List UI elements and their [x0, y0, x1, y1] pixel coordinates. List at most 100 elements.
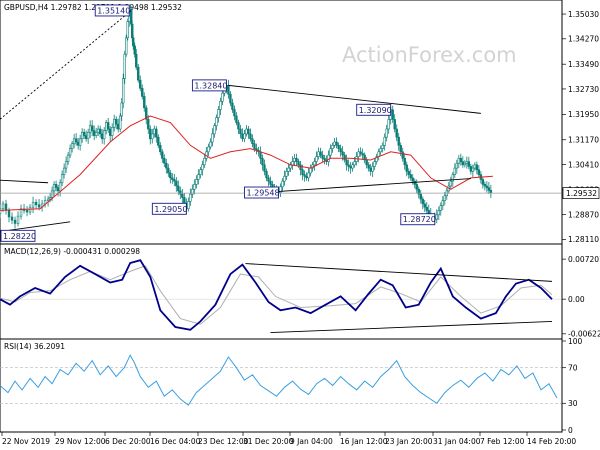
candle-body [367, 164, 370, 169]
x-tick-label: 16 Dec 04:00 [150, 437, 201, 446]
candle-body [443, 195, 446, 201]
candle-body [449, 180, 453, 187]
candle-body [175, 180, 178, 187]
candle-body [191, 188, 194, 195]
candle-body [64, 161, 68, 169]
candle-body [419, 193, 422, 200]
candle-body [159, 144, 162, 153]
candle-body [48, 197, 52, 200]
candle-body [133, 45, 136, 55]
candle-body [199, 169, 202, 175]
candle-body [60, 174, 64, 184]
candle-body [37, 204, 41, 208]
x-tick-label: 31 Dec 20:00 [243, 437, 294, 446]
candle-body [343, 154, 346, 161]
candle-body [98, 128, 102, 135]
candle-body [19, 208, 23, 217]
candle-body [50, 190, 54, 198]
candle-body [375, 156, 378, 162]
current-price-label: 1.29532 [566, 189, 597, 198]
candle-body [439, 205, 442, 211]
candle-body [229, 93, 232, 104]
candle-body [321, 154, 324, 159]
candle-body [347, 164, 350, 167]
watermark: ActionForex.com [342, 43, 517, 67]
candle-body [68, 148, 72, 156]
candle-body [299, 164, 302, 171]
moving-average-line [0, 115, 493, 211]
candle-body [323, 158, 326, 161]
candle-body [337, 144, 340, 149]
candle-body [177, 185, 180, 192]
candle-body [147, 118, 150, 130]
candle-body [94, 131, 98, 136]
candle-body [269, 180, 272, 185]
trendline [0, 179, 49, 184]
price-label-box [94, 4, 130, 17]
candle-body [76, 141, 80, 146]
candle-body [259, 151, 262, 159]
candle-body [393, 119, 396, 130]
candle-body [387, 119, 390, 130]
candle-body [365, 159, 368, 166]
candle-body [153, 128, 156, 135]
candle-body [261, 158, 264, 166]
candle-body [193, 184, 196, 190]
price-label: 1.28720 [403, 215, 436, 224]
trendline [262, 178, 471, 193]
price-label: 1.35140 [97, 6, 130, 15]
candle-body [359, 151, 362, 154]
candle-body [265, 171, 268, 179]
candle-body [104, 122, 108, 131]
candle-body [31, 201, 35, 208]
candle-body [155, 128, 158, 138]
candle-body [119, 115, 122, 130]
price-axis-tick-label: 1.35030 [568, 10, 599, 19]
candle-body [333, 141, 336, 146]
candle-body [339, 148, 342, 153]
candle-body [165, 162, 168, 169]
candle-body [461, 161, 465, 166]
candle-body [455, 162, 459, 169]
candle-body [219, 101, 222, 110]
candle-body [122, 78, 125, 104]
candle-body [52, 184, 56, 192]
candle-body [173, 179, 176, 182]
candle-body [106, 122, 110, 130]
candle-body [108, 128, 112, 136]
macd-trendline [245, 263, 553, 282]
candle-body [329, 148, 332, 156]
candle-body [467, 161, 471, 167]
candle-body [70, 143, 74, 149]
candle-body [132, 37, 135, 47]
x-tick-label: 14 Feb 20:00 [527, 437, 576, 446]
price-label-box [191, 79, 227, 92]
x-tick-label: 23 Dec 12:00 [198, 437, 249, 446]
y-axes: 1.35030 1.34270 1.33490 1.32730 1.31950 1.311… [562, 10, 600, 435]
price-label: 1.32090 [359, 106, 392, 115]
candle-body [371, 166, 374, 172]
macd-axis-tick-label: -0.006229 [568, 330, 600, 339]
price-label-box [356, 103, 392, 116]
candle-body [483, 184, 487, 187]
candle-body [369, 167, 372, 172]
candle-body [341, 151, 344, 156]
trendline [0, 10, 132, 120]
candle-body [361, 153, 364, 156]
candle-body [62, 167, 66, 175]
candle-body [243, 133, 246, 140]
candle-body [435, 214, 438, 220]
rsi-axis-tick-label: 70 [568, 364, 578, 373]
candle-body [457, 158, 461, 164]
candle-body [149, 128, 152, 140]
candle-body [161, 151, 164, 159]
candle-body [1, 203, 5, 210]
candle-body [125, 37, 128, 55]
candle-body [313, 161, 316, 166]
candle-body [295, 158, 298, 162]
candle-body [239, 128, 242, 135]
candle-body [357, 151, 360, 157]
candle-body [307, 172, 310, 179]
candle-body [46, 198, 50, 201]
candle-body [189, 193, 192, 202]
